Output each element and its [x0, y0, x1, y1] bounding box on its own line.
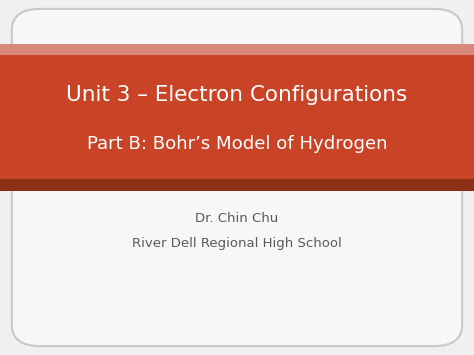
Text: River Dell Regional High School: River Dell Regional High School: [132, 237, 342, 250]
Bar: [0, 44, 474, 55]
Text: Part B: Bohr’s Model of Hydrogen: Part B: Bohr’s Model of Hydrogen: [87, 136, 387, 153]
FancyBboxPatch shape: [12, 9, 462, 346]
Bar: [0, 179, 474, 191]
Text: Dr. Chin Chu: Dr. Chin Chu: [195, 212, 279, 225]
Bar: [0, 55, 474, 179]
Text: Unit 3 – Electron Configurations: Unit 3 – Electron Configurations: [66, 85, 408, 105]
